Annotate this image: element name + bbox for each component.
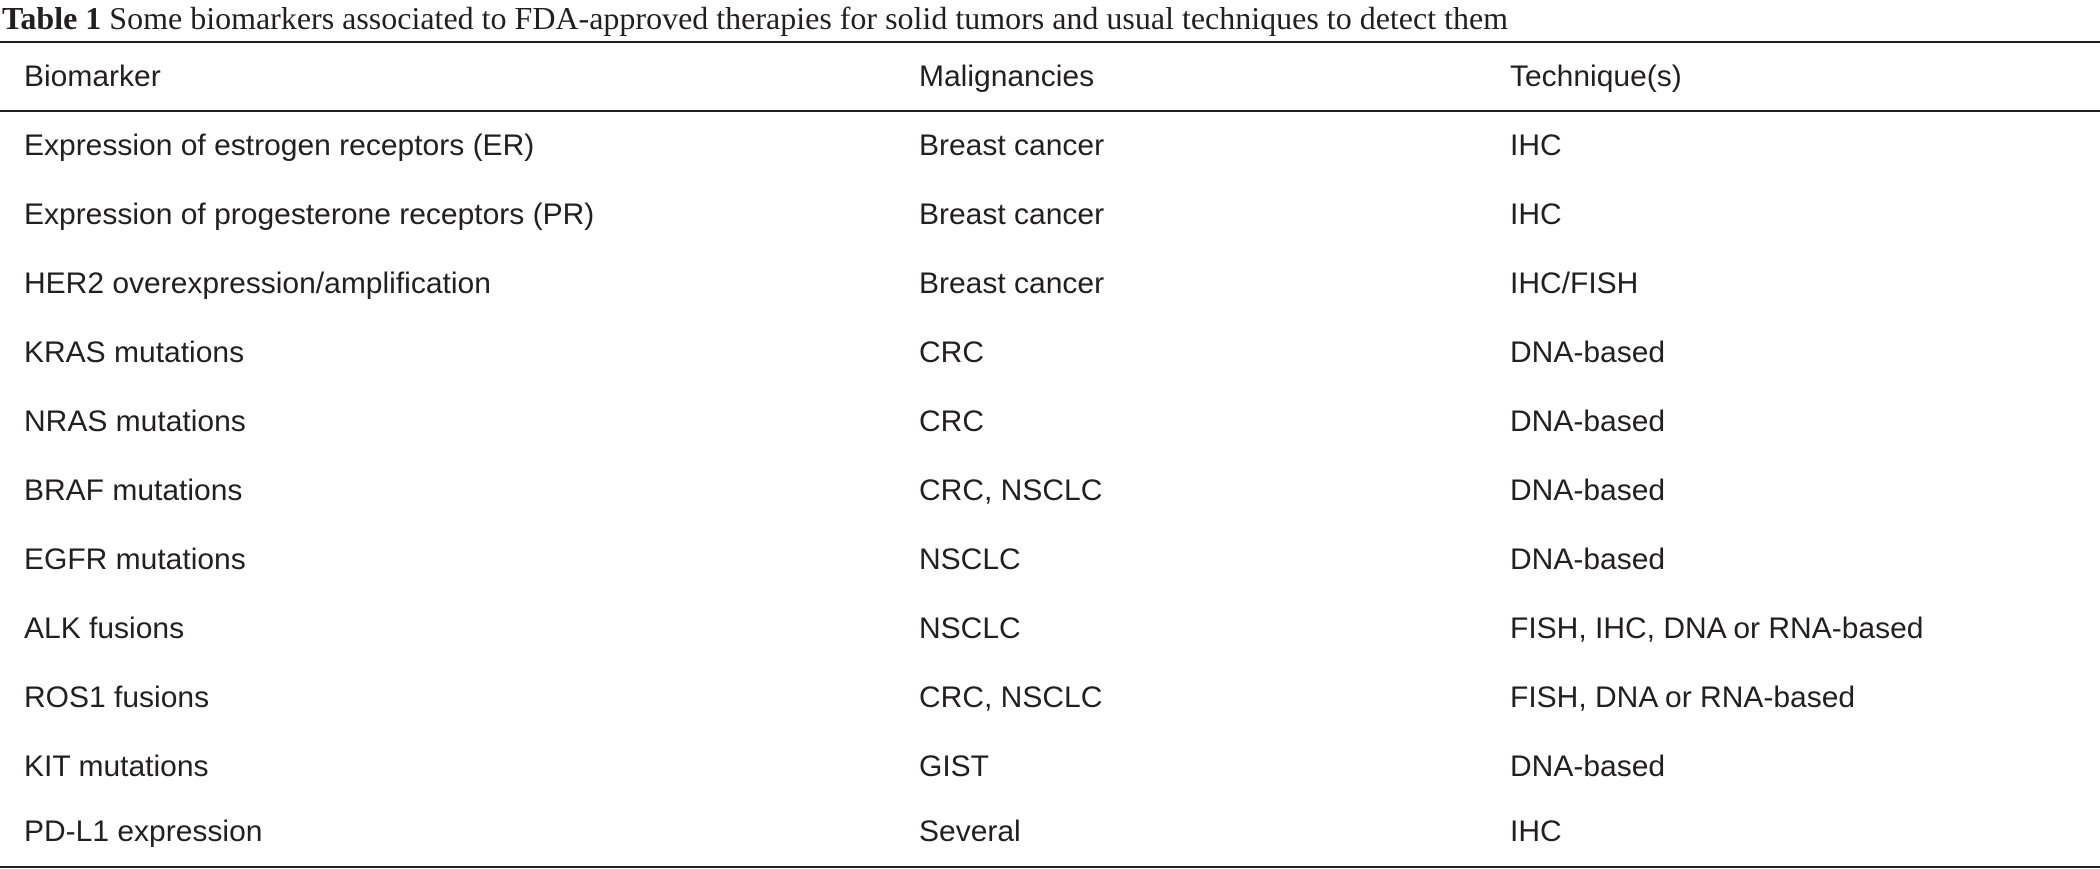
cell-malignancies: GIST — [919, 750, 990, 783]
table-row: Expression of progesterone receptors (PR… — [0, 180, 2100, 249]
cell-biomarker: HER2 overexpression/amplification — [24, 267, 491, 300]
cell-techniques: IHC/FISH — [1510, 267, 1639, 300]
cell-techniques: FISH, DNA or RNA-based — [1510, 681, 1856, 714]
cell-techniques: DNA-based — [1510, 405, 1666, 438]
cell-biomarker: ALK fusions — [24, 612, 185, 645]
cell-biomarker: ROS1 fusions — [24, 681, 210, 714]
cell-malignancies: Several — [919, 815, 1021, 848]
cell-malignancies: CRC, NSCLC — [919, 681, 1103, 714]
table-header-rule — [0, 110, 2100, 112]
cell-biomarker: Expression of estrogen receptors (ER) — [24, 129, 535, 162]
cell-biomarker: KIT mutations — [24, 750, 209, 783]
header-techniques: Technique(s) — [1510, 60, 1682, 93]
cell-techniques: IHC — [1510, 129, 1562, 162]
table-bottom-rule — [0, 866, 2100, 868]
table-row: HER2 overexpression/amplification Breast… — [0, 249, 2100, 318]
cell-techniques: IHC — [1510, 815, 1562, 848]
cell-techniques: DNA-based — [1510, 474, 1666, 507]
cell-techniques: DNA-based — [1510, 543, 1666, 576]
table-top-rule — [0, 41, 2100, 43]
cell-biomarker: PD-L1 expression — [24, 815, 263, 848]
table-row: KRAS mutations CRC DNA-based — [0, 318, 2100, 387]
cell-malignancies: NSCLC — [919, 543, 1021, 576]
table-row: ALK fusions NSCLC FISH, IHC, DNA or RNA-… — [0, 594, 2100, 663]
cell-techniques: IHC — [1510, 198, 1562, 231]
table-row: PD-L1 expression Several IHC — [0, 797, 2100, 866]
cell-malignancies: CRC, NSCLC — [919, 474, 1103, 507]
table-row: KIT mutations GIST DNA-based — [0, 732, 2100, 801]
cell-techniques: DNA-based — [1510, 336, 1666, 369]
cell-malignancies: Breast cancer — [919, 198, 1105, 231]
cell-malignancies: CRC — [919, 405, 984, 438]
cell-biomarker: Expression of progesterone receptors (PR… — [24, 198, 595, 231]
cell-techniques: FISH, IHC, DNA or RNA-based — [1510, 612, 1924, 645]
cell-malignancies: CRC — [919, 336, 984, 369]
table-row: BRAF mutations CRC, NSCLC DNA-based — [0, 456, 2100, 525]
header-malignancies: Malignancies — [919, 60, 1095, 93]
table-caption: Table 1 Some biomarkers associated to FD… — [2, 0, 1508, 38]
table-caption-label: Table 1 — [2, 0, 102, 36]
cell-biomarker: KRAS mutations — [24, 336, 245, 369]
cell-malignancies: Breast cancer — [919, 267, 1105, 300]
cell-techniques: DNA-based — [1510, 750, 1666, 783]
table-row: Expression of estrogen receptors (ER) Br… — [0, 111, 2100, 180]
cell-malignancies: Breast cancer — [919, 129, 1105, 162]
cell-biomarker: NRAS mutations — [24, 405, 246, 438]
cell-malignancies: NSCLC — [919, 612, 1021, 645]
cell-biomarker: BRAF mutations — [24, 474, 243, 507]
table-row: EGFR mutations NSCLC DNA-based — [0, 525, 2100, 594]
table-row: ROS1 fusions CRC, NSCLC FISH, DNA or RNA… — [0, 663, 2100, 732]
cell-biomarker: EGFR mutations — [24, 543, 246, 576]
header-biomarker: Biomarker — [24, 60, 161, 93]
table-caption-text: Some biomarkers associated to FDA-approv… — [109, 0, 1509, 36]
table-row: NRAS mutations CRC DNA-based — [0, 387, 2100, 456]
table-header-row: Biomarker Malignancies Technique(s) — [0, 42, 2100, 111]
